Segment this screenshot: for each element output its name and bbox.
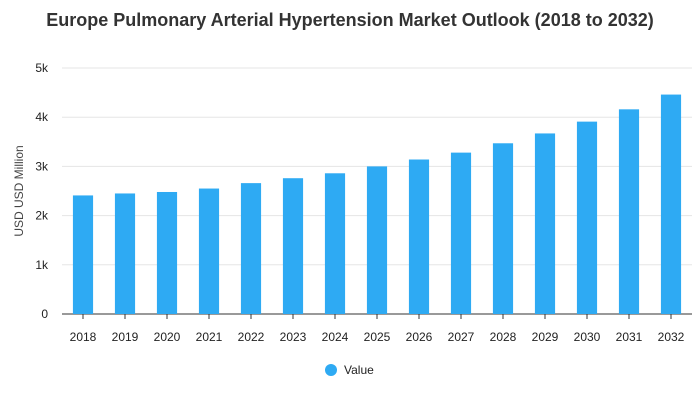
x-tick-label: 2022	[238, 330, 265, 344]
bar	[156, 191, 178, 314]
x-tick-label: 2021	[196, 330, 223, 344]
x-tick-label: 2024	[322, 330, 349, 344]
x-tick-label: 2020	[154, 330, 181, 344]
y-tick-label: 3k	[35, 159, 49, 173]
y-tick-label: 0	[41, 307, 48, 321]
y-tick-label: 2k	[35, 209, 49, 223]
x-tick-label: 2032	[658, 330, 685, 344]
y-tick-label: 1k	[35, 258, 49, 272]
y-axis-title: USD USD Million	[12, 145, 26, 236]
bar	[366, 166, 388, 314]
bar	[198, 188, 220, 314]
bar	[324, 173, 346, 314]
x-tick-label: 2018	[70, 330, 97, 344]
bar	[660, 94, 682, 315]
legend-marker	[325, 364, 337, 376]
x-tick-label: 2031	[616, 330, 643, 344]
legend-label: Value	[344, 363, 374, 377]
bar	[408, 159, 430, 314]
x-tick-label: 2030	[574, 330, 601, 344]
bar	[282, 178, 304, 314]
x-tick-label: 2028	[490, 330, 517, 344]
bar	[492, 143, 514, 314]
y-tick-label: 4k	[35, 110, 49, 124]
chart-title: Europe Pulmonary Arterial Hypertension M…	[46, 10, 654, 30]
x-tick-label: 2019	[112, 330, 139, 344]
bar	[114, 193, 136, 314]
x-tick-label: 2029	[532, 330, 559, 344]
x-tick-label: 2023	[280, 330, 307, 344]
bar	[618, 109, 640, 314]
bar	[450, 152, 472, 314]
x-tick-label: 2027	[448, 330, 475, 344]
bar	[576, 121, 598, 315]
bar	[240, 183, 262, 314]
x-tick-label: 2026	[406, 330, 433, 344]
x-tick-label: 2025	[364, 330, 391, 344]
bar	[72, 195, 94, 314]
bar	[534, 133, 556, 314]
y-tick-label: 5k	[35, 61, 49, 75]
